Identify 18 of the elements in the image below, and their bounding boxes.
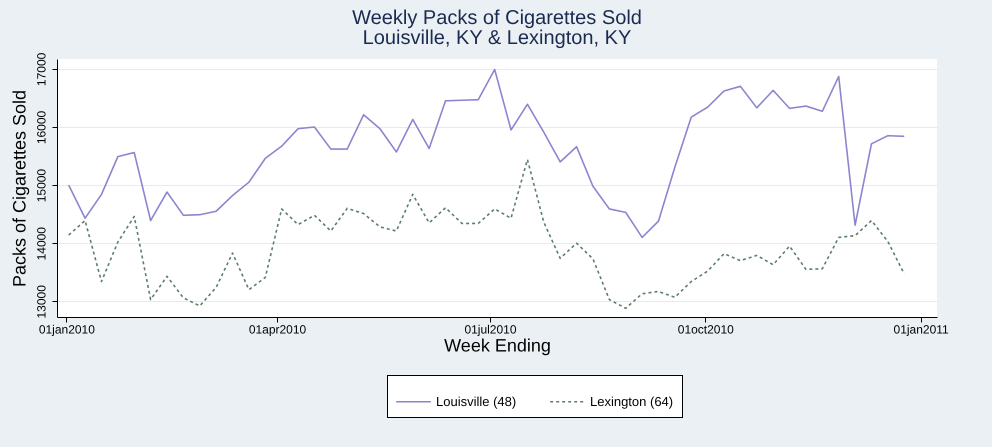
line-series [68,158,906,310]
x-tick-label: 01jan2011 [894,322,950,336]
legend-label: Lexington (64) [590,394,674,409]
x-tick-label: 01oct2010 [678,322,734,336]
chart-title: Weekly Packs of Cigarettes Sold [352,7,642,30]
y-axis-title: Packs of Cigarettes Sold [10,90,30,288]
x-tick-label: 01jul2010 [464,322,517,336]
x-tick-label: 01jan2010 [38,322,96,336]
y-tick-label: 13000 [34,284,48,318]
y-tick-label: 17000 [34,52,48,86]
y-tick-label: 16000 [34,110,48,144]
line-series [68,68,906,238]
y-tick-label: 15000 [34,168,48,202]
y-tick-label: 14000 [34,226,48,260]
chart-subtitle: Louisville, KY & Lexington, KY [362,27,632,50]
x-axis-title: Week Ending [444,336,551,356]
x-tick-label: 01apr2010 [248,322,307,336]
legend-label: Louisville (48) [436,394,516,409]
